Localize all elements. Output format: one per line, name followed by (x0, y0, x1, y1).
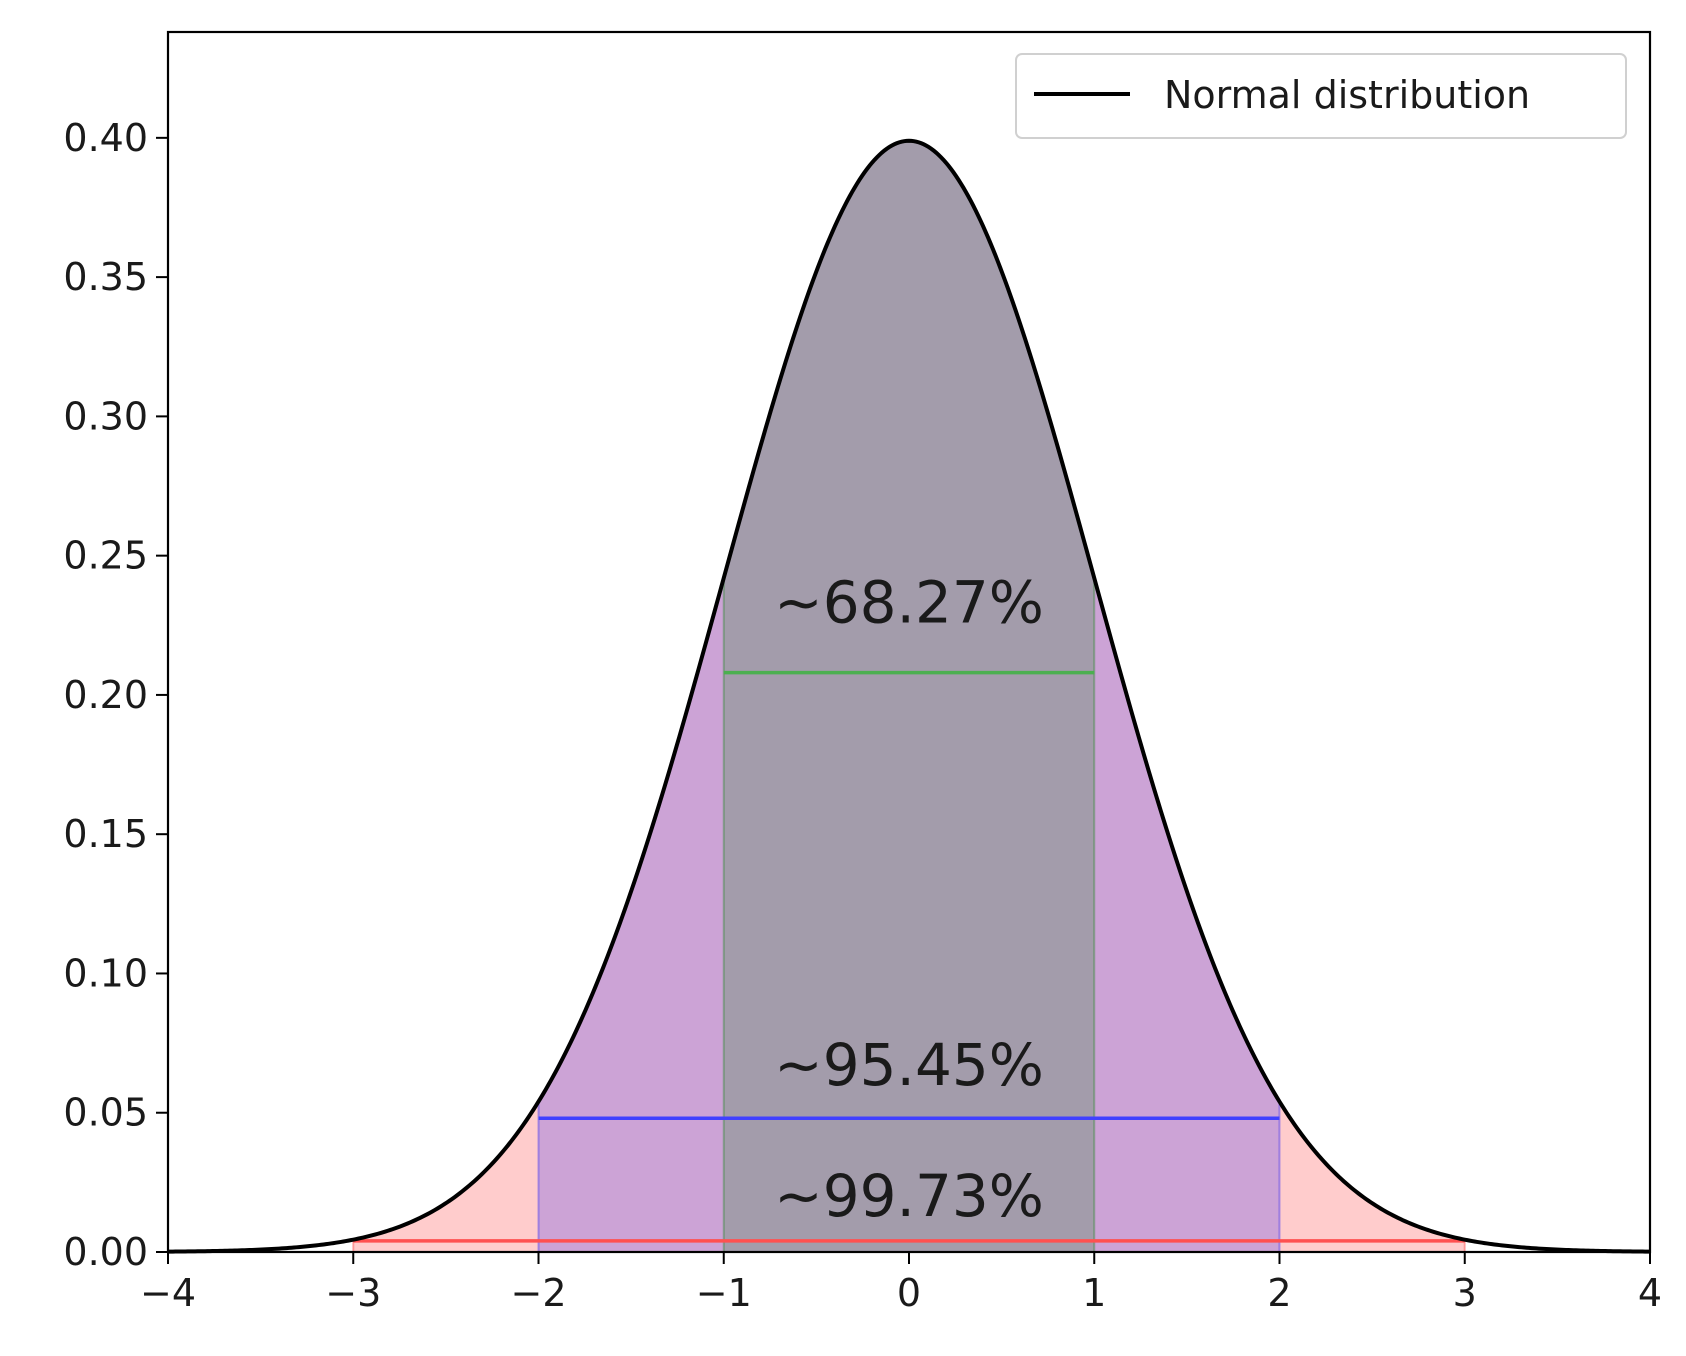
legend-label: Normal distribution (1164, 73, 1530, 117)
annotation-lines (353, 670, 1465, 1243)
legend-box (1015, 53, 1627, 139)
shaded-regions (353, 140, 1465, 1252)
y-tick-label: 0.40 (63, 116, 148, 160)
annotation-label-0: ~68.27% (774, 569, 1044, 637)
x-tick-label: 3 (1453, 1271, 1477, 1315)
fill-within-1-sigma (723, 140, 1095, 1252)
y-tick-label: 0.00 (63, 1230, 148, 1274)
y-tick-label: 0.35 (63, 255, 148, 299)
legend: Normal distribution (1015, 53, 1627, 139)
x-axis-ticks: −4 −3 −2 −1 0 1 2 3 4 (140, 1252, 1662, 1315)
y-tick-label: 0.20 (63, 673, 148, 717)
fill-within-2-sigma (538, 140, 1280, 1252)
y-tick-label: 0.30 (63, 394, 148, 438)
annotation-label-1: ~95.45% (774, 1031, 1044, 1099)
normal-curve (167, 138, 1651, 1254)
x-tick-label: 1 (1082, 1271, 1106, 1315)
annotation-label-2: ~99.73% (774, 1162, 1044, 1230)
y-axis-ticks: 0.00 0.05 0.10 0.15 0.20 0.25 0.30 0.35 0.40 (63, 116, 168, 1274)
x-tick-label: 4 (1638, 1271, 1662, 1315)
y-tick-label: 0.25 (63, 534, 148, 578)
y-tick-label: 0.15 (63, 812, 148, 856)
annotation-labels: ~68.27% ~95.45% ~99.73% (774, 569, 1044, 1230)
x-tick-label: −4 (140, 1271, 196, 1315)
x-tick-label: −1 (696, 1271, 752, 1315)
y-tick-label: 0.10 (63, 951, 148, 995)
region-boundaries (352, 578, 1466, 1252)
x-tick-label: 2 (1267, 1271, 1291, 1315)
x-tick-label: −2 (510, 1271, 566, 1315)
x-tick-label: −3 (325, 1271, 381, 1315)
y-tick-label: 0.05 (63, 1091, 148, 1135)
fill-within-3-sigma (353, 140, 1465, 1252)
x-tick-label: 0 (897, 1271, 921, 1315)
